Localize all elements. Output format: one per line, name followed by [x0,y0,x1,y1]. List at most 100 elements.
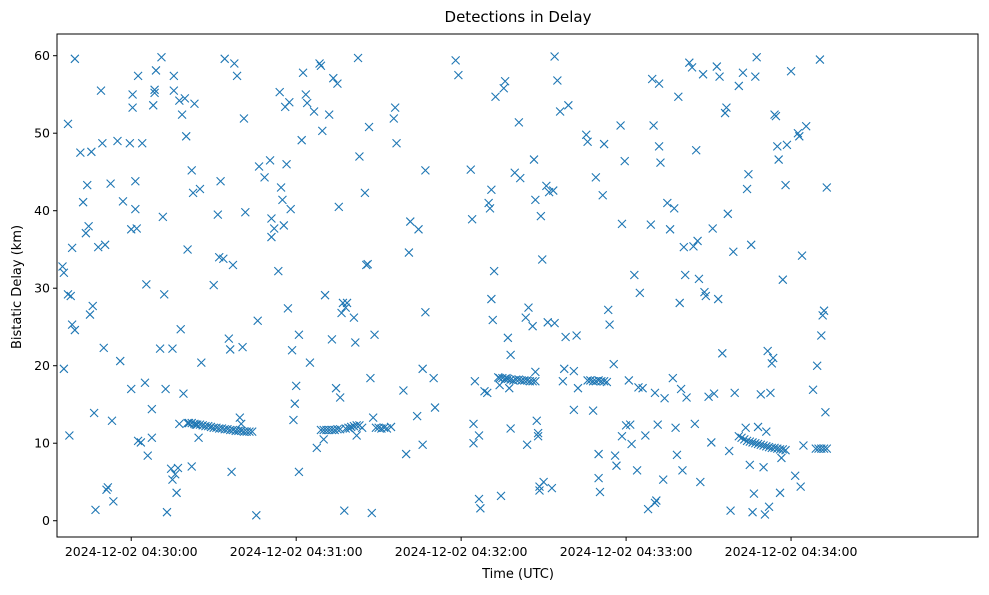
data-point [524,303,533,312]
data-point [617,219,627,229]
data-point [294,330,304,340]
y-axis-title: Bistatic Delay (km) [10,225,25,349]
data-point [650,388,660,398]
data-point [535,486,544,495]
data-point [245,427,254,436]
y-tick-label: 60 [34,48,50,63]
data-point [766,388,775,398]
data-point [216,176,225,186]
data-point [790,471,800,481]
data-point [180,93,190,103]
data-point [319,434,329,444]
data-point [572,331,581,340]
data-point [649,121,658,130]
data-point [113,136,122,146]
data-point [85,310,95,319]
data-point [650,498,660,508]
data-point [328,73,338,83]
data-point [273,266,283,276]
data-point [625,420,635,430]
data-point [315,59,324,68]
data-point [405,217,415,226]
data-point [748,507,757,517]
data-point [269,224,279,233]
data-point [236,419,246,429]
data-point [228,260,238,270]
data-point [693,236,702,246]
data-point [744,169,753,179]
data-point [753,439,763,449]
data-point [174,96,184,106]
data-point [781,445,790,455]
data-point [379,423,389,433]
data-point [563,100,573,110]
data-point [528,376,538,386]
data-point [620,156,630,166]
data-point [530,367,540,377]
data-point [238,342,247,352]
data-point [708,224,718,233]
data-point [346,422,356,432]
data-point [701,291,711,301]
data-point [559,364,569,374]
data-point [742,184,752,194]
data-point [364,122,374,132]
data-point [660,393,669,403]
data-point [78,197,88,207]
data-point [684,58,694,68]
data-point [179,389,188,399]
data-point [67,243,77,253]
data-point [333,424,342,434]
data-point [496,491,506,501]
data-point [489,266,499,276]
x-tick-label: 2024-12-02 04:32:00 [395,544,528,559]
data-point [658,475,668,485]
data-point [698,69,708,79]
data-point [491,92,500,102]
data-point [514,117,524,127]
data-point [532,416,542,426]
data-point [107,416,117,426]
data-point [232,71,242,81]
data-point [93,242,103,252]
data-point [599,139,609,149]
data-point [324,110,334,119]
data-point [811,444,821,454]
data-point [353,53,363,63]
data-point [91,505,100,515]
data-point [421,166,430,175]
data-point [196,358,206,368]
data-point [822,183,832,192]
data-point [181,131,191,141]
data-point [209,280,219,290]
data-point [278,195,287,205]
data-point [312,443,322,453]
data-point [745,437,755,447]
data-point [341,424,351,433]
data-point [203,421,213,431]
data-point [469,438,478,448]
data-point [150,88,159,98]
data-point [552,76,562,85]
data-point [503,374,513,384]
y-tick-label: 40 [34,203,50,218]
data-point [635,288,645,298]
data-point [267,232,276,242]
data-point [63,290,73,299]
data-point [147,433,157,443]
data-point [195,184,205,194]
data-point [669,203,679,213]
data-point [715,72,724,82]
data-point [106,179,115,188]
plot-frame [56,33,979,538]
data-point [86,147,96,157]
data-point [240,207,250,217]
data-point [547,483,557,493]
x-tick-label: 2024-12-02 04:31:00 [230,544,363,559]
data-point [64,431,74,440]
data-point [488,315,498,325]
data-point [172,488,181,498]
data-point [569,405,579,415]
data-point [646,220,656,230]
